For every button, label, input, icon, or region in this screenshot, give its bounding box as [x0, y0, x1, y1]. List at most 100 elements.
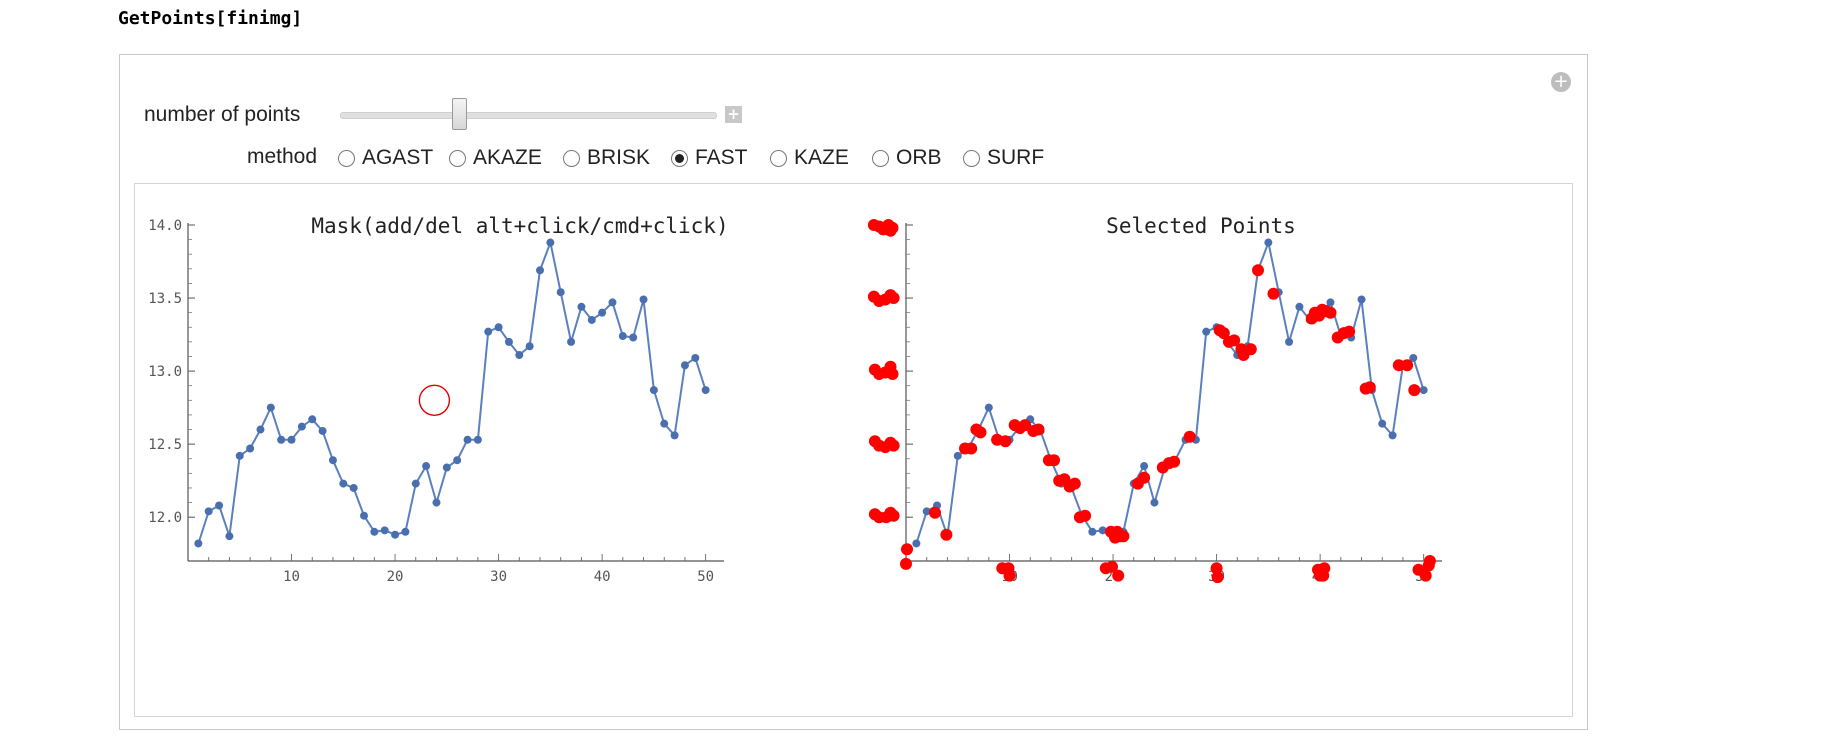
selected-point [1079, 509, 1092, 522]
selected-point [929, 506, 941, 519]
data-point [1088, 527, 1097, 536]
selected-point [887, 439, 900, 452]
data-point [287, 435, 296, 444]
radio-surf[interactable]: SURF [963, 146, 1044, 170]
data-point [639, 295, 648, 304]
x-tick-label: 30 [490, 569, 507, 585]
selected-point [1117, 530, 1130, 543]
selected-point [1423, 555, 1436, 567]
plus-circle-icon[interactable]: + [1551, 72, 1571, 92]
data-point [1150, 498, 1159, 507]
data-point [380, 526, 389, 535]
radio-label: FAST [695, 146, 748, 169]
points-slider-thumb[interactable] [452, 98, 467, 130]
selected-point [887, 292, 900, 304]
y-tick-label: 12.5 [148, 437, 182, 453]
selected-point [1317, 569, 1330, 582]
radio-kaze[interactable]: KAZE [770, 146, 849, 170]
radio-agast[interactable]: AGAST [338, 146, 433, 170]
data-point [1098, 526, 1107, 535]
selected-point [1183, 430, 1196, 443]
data-point [577, 302, 586, 311]
data-point [1140, 462, 1149, 471]
selected-point [1168, 455, 1181, 468]
selected-points-title: Selected Points [1106, 214, 1296, 238]
data-point [536, 266, 544, 275]
data-point [463, 435, 472, 444]
radio-button-icon[interactable] [963, 149, 980, 167]
selected-point [1032, 423, 1045, 436]
selected-point [1112, 569, 1125, 582]
radio-label: AGAST [362, 146, 434, 169]
data-point [546, 238, 555, 247]
plus-box-icon[interactable]: + [725, 106, 742, 123]
y-tick-label: 13.0 [148, 364, 182, 380]
mask-plot-title: Mask(add/del alt+click/cmd+click) [311, 214, 728, 238]
selected-point [1267, 287, 1280, 300]
data-point [453, 456, 462, 465]
selected-point [1210, 562, 1223, 575]
code-input[interactable]: GetPoints[finimg] [118, 8, 303, 29]
x-tick-label: 50 [697, 569, 714, 585]
data-point [422, 462, 431, 471]
radio-label: SURF [987, 146, 1045, 169]
data-point [1409, 353, 1418, 362]
mask-plot[interactable]: Mask(add/del alt+click/cmd+click) 12.0 12… [140, 200, 860, 700]
data-point [912, 539, 921, 548]
x-tick-label: 10 [283, 569, 300, 585]
data-point [608, 298, 617, 307]
data-point [1264, 238, 1273, 247]
data-point [660, 419, 669, 428]
radio-button-icon[interactable] [872, 149, 889, 167]
data-point [1388, 431, 1397, 440]
data-point [370, 527, 379, 536]
selected-point [1392, 359, 1405, 372]
data-point [215, 501, 224, 510]
data-point [442, 463, 451, 472]
data-point [473, 435, 482, 444]
radio-label: KAZE [794, 146, 849, 169]
data-point [401, 527, 410, 536]
radio-button-icon[interactable] [563, 149, 580, 167]
radio-label: BRISK [587, 146, 651, 169]
radio-button-icon[interactable] [338, 149, 355, 167]
selected-point [1408, 384, 1421, 397]
radio-orb[interactable]: ORB [872, 146, 942, 170]
data-point [391, 530, 400, 539]
selected-point [1401, 359, 1414, 372]
data-point [515, 351, 524, 360]
selected-point [974, 426, 987, 439]
data-point [1295, 302, 1304, 311]
data-point [432, 498, 441, 507]
radio-brisk[interactable]: BRISK [563, 146, 650, 170]
radio-fast[interactable]: FAST [671, 146, 748, 170]
data-point [1378, 419, 1387, 428]
selected-point [1048, 454, 1060, 467]
selected-point [1106, 560, 1118, 573]
selected-point [1003, 569, 1016, 582]
data-point [349, 483, 358, 492]
selected-point [884, 224, 897, 237]
selected-point [940, 528, 953, 541]
radio-button-selected-icon[interactable] [671, 149, 688, 167]
method-label: method [247, 145, 318, 168]
data-point [235, 451, 244, 460]
selected-point [900, 557, 912, 570]
data-point [629, 333, 638, 342]
points-slider-track[interactable] [340, 112, 717, 119]
data-point [649, 386, 658, 395]
selected-point [1244, 343, 1257, 356]
radio-akaze[interactable]: AKAZE [449, 146, 542, 170]
data-point [297, 422, 306, 431]
data-point [525, 342, 534, 351]
radio-button-icon[interactable] [770, 149, 787, 167]
series-line [197, 238, 707, 544]
data-point [1419, 386, 1428, 395]
radio-button-icon[interactable] [449, 149, 466, 167]
y-tick-label: 13.5 [148, 291, 182, 307]
x-tick-label: 40 [594, 569, 611, 585]
data-point [618, 332, 627, 341]
data-point [1326, 298, 1335, 307]
data-point [318, 426, 327, 435]
